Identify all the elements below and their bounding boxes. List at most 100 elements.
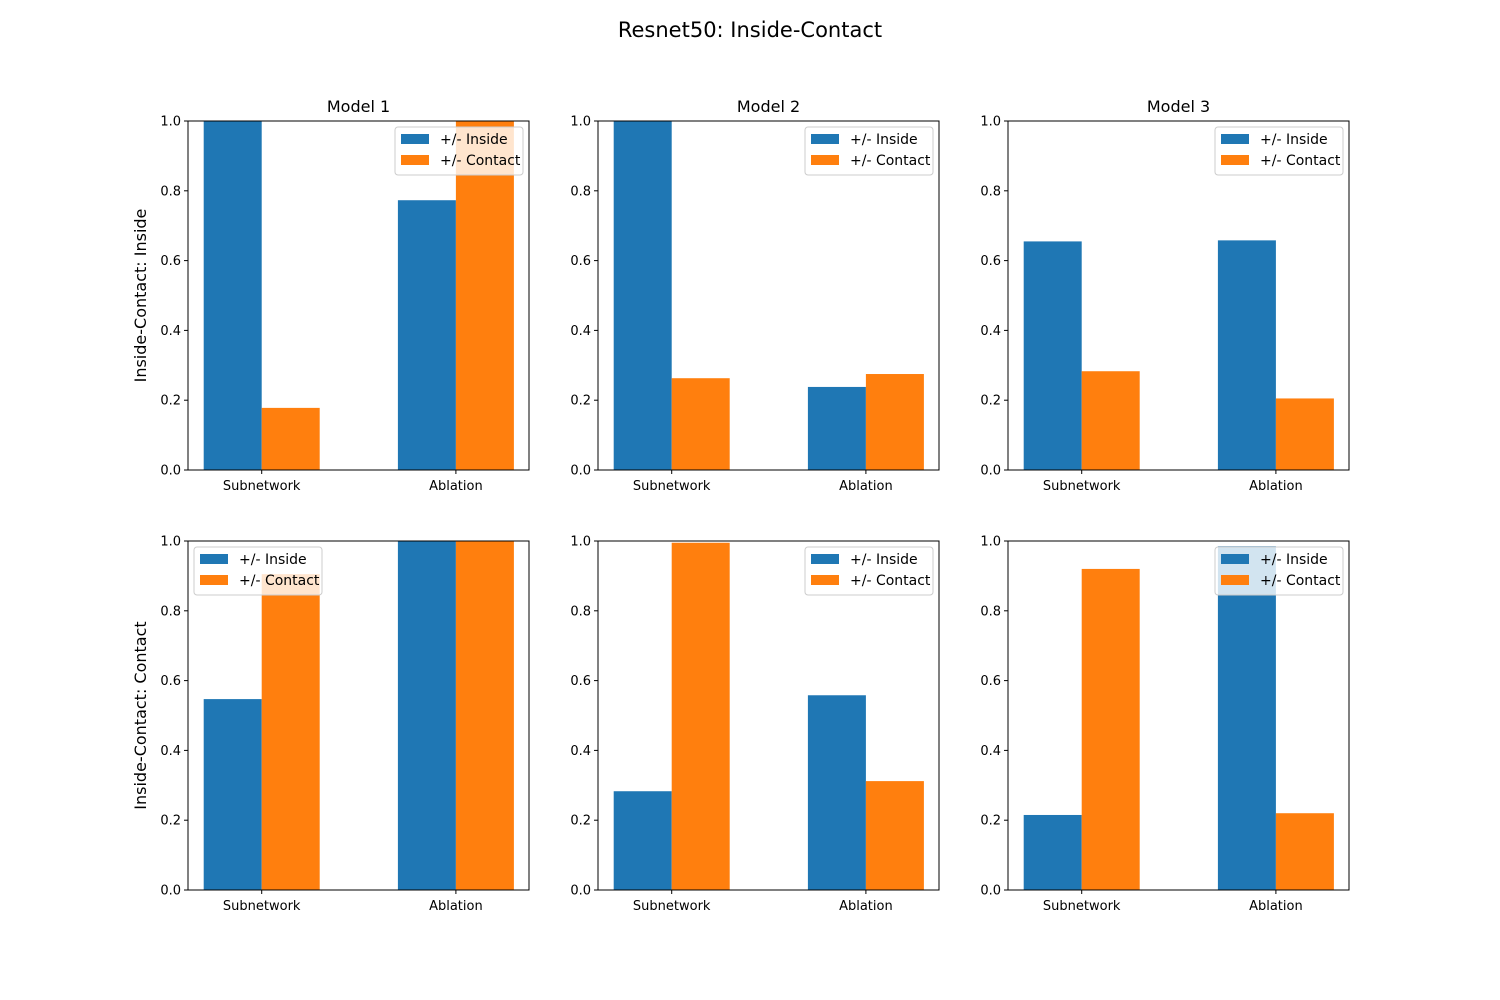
- legend: +/- Inside +/- Contact: [804, 546, 934, 596]
- y-tick-label: 0.4: [980, 744, 1001, 759]
- x-tick-label: Subnetwork: [633, 479, 711, 494]
- y-tick-label: 0.2: [570, 814, 591, 829]
- y-tick-label: 0.6: [980, 254, 1001, 269]
- legend-swatch-contact: [1221, 155, 1249, 165]
- bar-inside-subnetwork: [203, 121, 262, 470]
- legend-label: +/- Inside: [1260, 552, 1328, 568]
- y-tick-label: 0.6: [160, 674, 181, 689]
- y-tick-label: 0.0: [160, 464, 181, 479]
- legend: +/- Inside +/- Contact: [1214, 126, 1344, 176]
- bar-contact-subnetwork: [261, 407, 320, 470]
- panel-r2-c1: 0.0 0.2 0.4 0.6 0.8 1.0 Subnetwork Ablation Insi…: [131, 535, 530, 914]
- y-tick-label: 0.4: [160, 744, 181, 759]
- axes-frame: [187, 120, 530, 471]
- panel-r1-c1: 0.0 0.2 0.4 0.6 0.8 1.0 Subnetwork Ablation Mode…: [131, 97, 530, 494]
- legend-swatch-inside: [401, 134, 429, 144]
- y-tick-label: 0.6: [160, 254, 181, 269]
- legend-swatch-inside: [1221, 134, 1249, 144]
- legend-label: +/- Inside: [850, 552, 918, 568]
- x-tick-label: Subnetwork: [1043, 479, 1121, 494]
- panel-title: Model 1: [327, 97, 390, 116]
- figure-title: Resnet50: Inside-Contact: [618, 18, 882, 42]
- panel-r1-c3: 0.0 0.2 0.4 0.6 0.8 1.0 Subnetwork Ablation Mode…: [980, 97, 1350, 494]
- x-tick-label: Subnetwork: [1043, 899, 1121, 914]
- y-tick-label: 0.0: [160, 884, 181, 899]
- y-tick-label: 0.0: [570, 464, 591, 479]
- legend-label: +/- Inside: [850, 132, 918, 148]
- y-axis-label: Inside-Contact: Inside: [131, 209, 150, 383]
- panel-r1-c2: 0.0 0.2 0.4 0.6 0.8 1.0 Subnetwork Ablation Mode…: [570, 97, 940, 494]
- bar-inside-ablation: [397, 200, 456, 470]
- y-tick-label: 0.4: [570, 744, 591, 759]
- y-tick-label: 0.8: [570, 604, 591, 619]
- x-tick-label: Subnetwork: [633, 899, 711, 914]
- panels: 0.0 0.2 0.4 0.6 0.8 1.0 Subnetwork Ablation Mode…: [131, 97, 1350, 914]
- x-tick-label: Subnetwork: [223, 899, 301, 914]
- y-tick-label: 1.0: [570, 535, 591, 550]
- y-tick-label: 0.2: [980, 814, 1001, 829]
- legend: +/- Inside +/- Contact: [394, 126, 524, 176]
- legend-label: +/- Contact: [850, 153, 931, 169]
- bar-inside-subnetwork: [1023, 241, 1082, 470]
- y-tick-label: 0.6: [570, 254, 591, 269]
- y-tick-label: 1.0: [980, 535, 1001, 550]
- y-tick-label: 0.2: [980, 394, 1001, 409]
- axes-frame: [1007, 540, 1350, 891]
- panel-r2-c2: 0.0 0.2 0.4 0.6 0.8 1.0 Subnetwork Ablation +/- …: [570, 535, 940, 914]
- legend-swatch-inside: [200, 554, 228, 564]
- y-tick-label: 1.0: [980, 115, 1001, 130]
- bar-contact-ablation: [455, 541, 514, 890]
- bar-contact-ablation: [455, 121, 514, 470]
- y-tick-label: 0.4: [570, 324, 591, 339]
- bar-inside-ablation: [807, 695, 866, 890]
- y-tick-label: 0.8: [570, 184, 591, 199]
- y-tick-label: 0.8: [980, 184, 1001, 199]
- y-tick-label: 0.4: [980, 324, 1001, 339]
- bar-inside-ablation: [1217, 546, 1276, 890]
- bar-inside-subnetwork: [1023, 814, 1082, 890]
- x-tick-label: Ablation: [839, 899, 893, 914]
- axes-frame: [1007, 120, 1350, 471]
- bar-inside-ablation: [397, 541, 456, 890]
- y-tick-label: 0.6: [980, 674, 1001, 689]
- legend: +/- Inside +/- Contact: [804, 126, 934, 176]
- bar-contact-subnetwork: [261, 574, 320, 890]
- y-axis-label: Inside-Contact: Contact: [131, 621, 150, 809]
- bar-contact-subnetwork: [671, 378, 730, 470]
- y-tick-label: 0.4: [160, 324, 181, 339]
- bar-inside-subnetwork: [613, 791, 672, 890]
- y-tick-label: 1.0: [570, 115, 591, 130]
- bar-inside-subnetwork: [613, 121, 672, 470]
- bar-contact-subnetwork: [671, 542, 730, 890]
- x-tick-label: Ablation: [429, 479, 483, 494]
- legend-swatch-contact: [811, 155, 839, 165]
- y-tick-label: 0.6: [570, 674, 591, 689]
- legend-swatch-inside: [1221, 554, 1249, 564]
- y-tick-label: 0.2: [570, 394, 591, 409]
- bar-contact-ablation: [1275, 398, 1334, 470]
- legend-swatch-contact: [1221, 575, 1249, 585]
- panel-title: Model 3: [1147, 97, 1210, 116]
- y-tick-label: 0.2: [160, 394, 181, 409]
- bar-inside-ablation: [1217, 240, 1276, 470]
- bar-contact-ablation: [1275, 813, 1334, 890]
- y-tick-label: 0.0: [980, 464, 1001, 479]
- bar-inside-ablation: [807, 386, 866, 470]
- legend: +/- Inside +/- Contact: [193, 546, 323, 596]
- y-tick-label: 1.0: [160, 115, 181, 130]
- legend-label: +/- Contact: [440, 153, 521, 169]
- legend-swatch-contact: [200, 575, 228, 585]
- bar-contact-subnetwork: [1081, 568, 1140, 890]
- panel-title: Model 2: [737, 97, 800, 116]
- legend-swatch-contact: [811, 575, 839, 585]
- axes-frame: [187, 540, 530, 891]
- legend-swatch-contact: [401, 155, 429, 165]
- y-tick-label: 0.8: [160, 184, 181, 199]
- x-tick-label: Ablation: [429, 899, 483, 914]
- legend-label: +/- Contact: [1260, 153, 1341, 169]
- bar-contact-subnetwork: [1081, 371, 1140, 470]
- legend-label: +/- Contact: [1260, 573, 1341, 589]
- legend: +/- Inside +/- Contact: [1214, 546, 1344, 596]
- bar-contact-ablation: [865, 374, 924, 470]
